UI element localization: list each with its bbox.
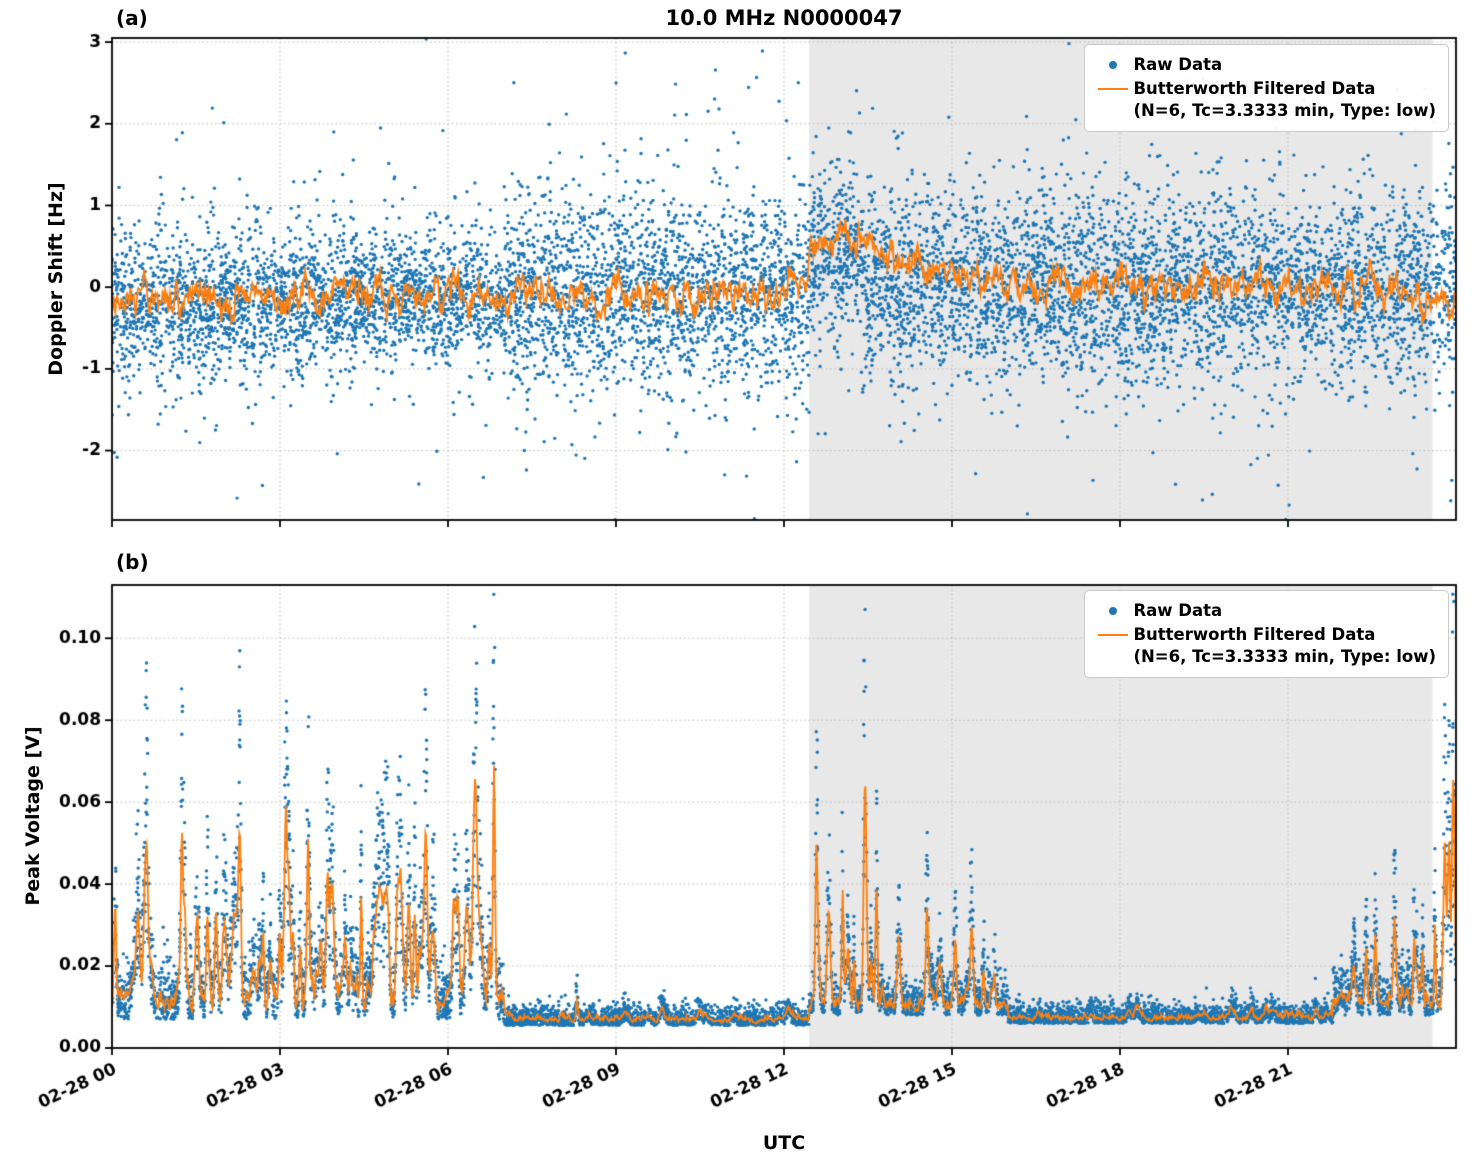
legend-filtered-line1: Butterworth Filtered Data — [1133, 78, 1376, 98]
raw-data-marker-col — [1093, 600, 1133, 615]
legend-filtered-line2: (N=6, Tc=3.3333 min, Type: low) — [1133, 646, 1436, 666]
legend-raw-row: Raw Data — [1093, 600, 1436, 622]
legend-filtered-line1: Butterworth Filtered Data — [1133, 624, 1376, 644]
legend-raw-label: Raw Data — [1133, 601, 1223, 620]
legend-raw-row: Raw Data — [1093, 54, 1436, 76]
legend-panel-a: Raw Data Butterworth Filtered Data (N=6,… — [1084, 44, 1449, 133]
raw-data-marker-col — [1093, 54, 1133, 69]
figure-title: 10.0 MHz N0000047 — [665, 6, 903, 30]
legend-filtered-line2: (N=6, Tc=3.3333 min, Type: low) — [1133, 100, 1436, 120]
panel-a-label: (a) — [116, 6, 148, 30]
panel-a-ylabel: Doppler Shift [Hz] — [45, 182, 67, 376]
x-axis-label: UTC — [762, 1132, 806, 1154]
panel-b-label: (b) — [116, 550, 149, 574]
filtered-line-icon — [1098, 87, 1129, 90]
panel-b-ylabel: Peak Voltage [V] — [22, 726, 44, 906]
filtered-marker-col — [1093, 78, 1133, 90]
legend-raw-label: Raw Data — [1133, 55, 1223, 74]
legend-filtered-label: Butterworth Filtered Data (N=6, Tc=3.333… — [1133, 624, 1436, 668]
legend-panel-b: Raw Data Butterworth Filtered Data (N=6,… — [1084, 590, 1449, 679]
legend-filtered-row: Butterworth Filtered Data (N=6, Tc=3.333… — [1093, 624, 1436, 668]
raw-data-dot-icon — [1109, 607, 1118, 615]
filtered-line-icon — [1098, 633, 1129, 636]
legend-filtered-row: Butterworth Filtered Data (N=6, Tc=3.333… — [1093, 78, 1436, 122]
filtered-marker-col — [1093, 624, 1133, 636]
legend-filtered-label: Butterworth Filtered Data (N=6, Tc=3.333… — [1133, 78, 1436, 122]
raw-data-dot-icon — [1109, 61, 1118, 69]
